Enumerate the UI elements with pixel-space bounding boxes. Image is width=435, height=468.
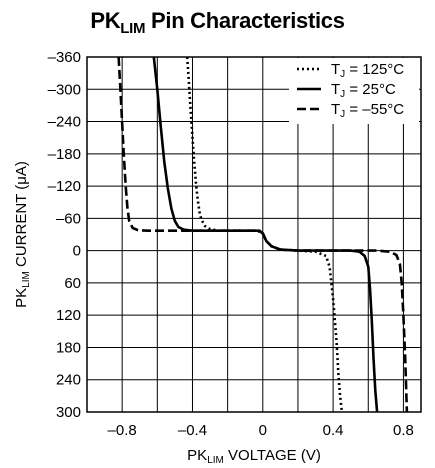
y-tick-label: 180 [56,339,81,356]
x-tick-label: 0.4 [323,422,344,439]
series-line-dashed [117,57,409,412]
x-tick-label: 0.8 [393,422,414,439]
y-tick-label: –120 [48,178,81,195]
plot-frame [86,56,422,413]
chart-title: PKLIM Pin Characteristics [90,8,345,37]
legend-label: TJ = 25°C [331,81,396,100]
series-line-dotted [185,57,344,412]
y-axis-label: PKLIM CURRENT (μA) [13,161,32,308]
legend-label: TJ = –55°C [331,101,404,120]
y-tick-label: –60 [56,210,81,227]
y-tick-label: –360 [48,49,81,66]
x-tick-label: –0.4 [178,422,207,439]
y-tick-label: 0 [73,243,81,260]
x-tick-label: 0 [259,422,267,439]
y-tick-label: 120 [56,307,81,324]
y-tick-label: 240 [56,372,81,389]
y-tick-label: –300 [48,81,81,98]
y-tick-label: –180 [48,146,81,163]
y-tick-label: 60 [64,275,81,292]
legend-background [289,58,419,124]
y-tick-label: 300 [56,404,81,421]
x-axis-label: PKLIM VOLTAGE (V) [187,447,321,466]
y-tick-label: –240 [48,114,81,131]
x-tick-label: –0.8 [108,422,137,439]
legend-label: TJ = 125°C [331,61,404,80]
